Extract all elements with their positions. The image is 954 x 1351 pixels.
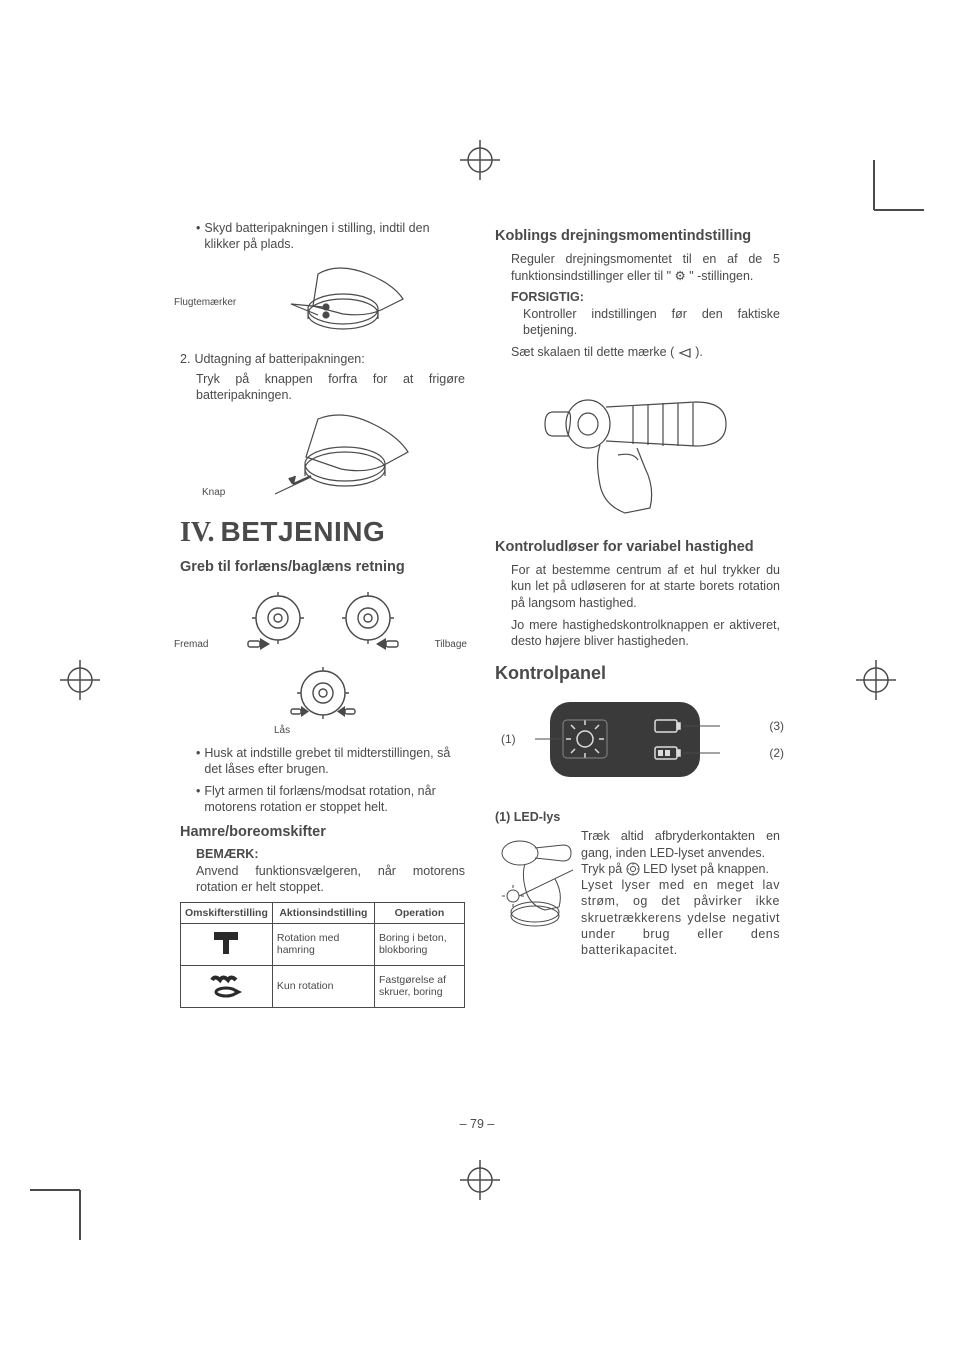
reg-mark-right	[856, 660, 896, 705]
table-row: Rotation med hamring Boring i beton, blo…	[181, 923, 465, 965]
note-text: Anvend funktionsvælgeren, når motorens r…	[196, 863, 465, 896]
light-button-icon	[626, 862, 640, 876]
led-p1: Træk altid afbryderkontakten en gang, in…	[581, 828, 780, 861]
battery-insert-illustration	[223, 259, 423, 339]
section-number: IV.	[180, 517, 215, 549]
figure-battery-insert: Flugtemærker	[180, 259, 465, 339]
fig1-label: Flugtemærker	[174, 297, 236, 308]
speed-heading: Kontroludløser for variabel hastighed	[495, 539, 780, 556]
item-number: 2.	[180, 351, 190, 367]
panel-heading: Kontrolpanel	[495, 663, 780, 684]
right-column: Koblings drejningsmomentindstilling Regu…	[495, 220, 780, 1008]
figure-battery-remove: Knap	[180, 409, 465, 504]
control-panel-illustration	[515, 692, 745, 792]
hammer-icon	[206, 928, 246, 958]
crop-corner-bl	[30, 1170, 100, 1245]
table-cell: Boring i beton, blokboring	[374, 923, 464, 965]
led-heading: (1) LED-lys	[495, 810, 780, 824]
torque-heading: Koblings drejningsmomentindstilling	[495, 228, 780, 245]
panel-label-3: (3)	[769, 719, 784, 733]
reg-mark-bottom	[460, 1160, 500, 1205]
led-text-block: Træk altid afbryderkontakten en gang, in…	[581, 828, 780, 958]
scale-text: Sæt skalaen til dette mærke ( ).	[511, 344, 780, 360]
fig3-forward: Fremad	[174, 639, 208, 650]
table-cell: Fastgørelse af skruer, boring	[374, 965, 464, 1007]
fig3-lock: Lås	[274, 725, 290, 736]
lever-heading: Greb til forlæns/baglæns retning	[180, 559, 465, 576]
table-header-2: Operation	[374, 902, 464, 923]
hammer-heading: Hamre/boreomskifter	[180, 824, 465, 841]
table-row: Kun rotation Fastgørelse af skruer, bori…	[181, 965, 465, 1007]
led-p3: Lyset lyser med en meget lav strøm, og d…	[581, 877, 780, 958]
bullet-dot: •	[196, 220, 200, 253]
torque-text: Reguler drejningsmomentet til en af de 5…	[511, 251, 780, 284]
led-section: Træk altid afbryderkontakten en gang, in…	[495, 828, 780, 958]
mode-table: Omskifterstilling Aktionsindstilling Ope…	[180, 902, 465, 1008]
drill-side-illustration	[538, 367, 738, 527]
lever-bullet-2: • Flyt armen til forlæns/modsat rotation…	[196, 783, 465, 816]
drill-icon-cell	[181, 965, 273, 1007]
caution-label: FORSIGTIG:	[511, 290, 780, 304]
fig3-back: Tilbage	[435, 639, 467, 650]
crop-corner-tr	[854, 160, 924, 235]
figure-drill-side	[495, 367, 780, 527]
triangle-mark-icon	[678, 348, 692, 358]
led-p2: Tryk på LED lyset på knappen.	[581, 861, 780, 877]
direction-lever-illustration	[218, 583, 428, 733]
battery-slide-text: Skyd batteripakningen i stilling, indtil…	[204, 220, 465, 253]
table-header-0: Omskifterstilling	[181, 902, 273, 923]
left-column: • Skyd batteripakningen i stilling, indt…	[180, 220, 465, 1008]
note-label: BEMÆRK:	[196, 847, 465, 861]
speed-p2: Jo mere hastighedskontrolknappen er akti…	[511, 617, 780, 650]
hammer-icon-cell	[181, 923, 273, 965]
lever-bullet-1: • Husk at indstille grebet til midtersti…	[196, 745, 465, 778]
reg-mark-top	[460, 140, 500, 185]
remove-battery-item: 2. Udtagning af batteripakningen:	[180, 351, 465, 367]
page-number: – 79 –	[0, 1117, 954, 1131]
figure-direction-lever: Fremad Tilbage Lås	[180, 583, 465, 733]
table-cell: Rotation med hamring	[272, 923, 374, 965]
panel-label-1: (1)	[501, 732, 516, 746]
figure-control-panel: (1) (3) (2)	[495, 692, 780, 792]
remove-battery-text: Tryk på knappen forfra for at frigøre ba…	[196, 371, 465, 404]
page-content: • Skyd batteripakningen i stilling, indt…	[180, 220, 780, 1008]
remove-battery-title: Udtagning af batteripakningen:	[194, 351, 364, 367]
speed-p1: For at bestemme centrum af et hul trykke…	[511, 562, 780, 611]
fig2-label: Knap	[202, 487, 225, 498]
caution-text: Kontroller indstillingen før den faktisk…	[523, 306, 780, 339]
panel-label-2: (2)	[769, 746, 784, 760]
battery-remove-illustration	[223, 409, 423, 504]
table-header-1: Aktionsindstilling	[272, 902, 374, 923]
drill-icon	[206, 970, 246, 1000]
section-heading: IV. BETJENING	[180, 516, 465, 549]
section-title: BETJENING	[221, 516, 386, 548]
table-cell: Kun rotation	[272, 965, 374, 1007]
battery-slide-bullet: • Skyd batteripakningen i stilling, indt…	[196, 220, 465, 253]
led-figure	[495, 828, 573, 958]
reg-mark-left	[60, 660, 100, 705]
drill-led-illustration	[495, 828, 573, 938]
